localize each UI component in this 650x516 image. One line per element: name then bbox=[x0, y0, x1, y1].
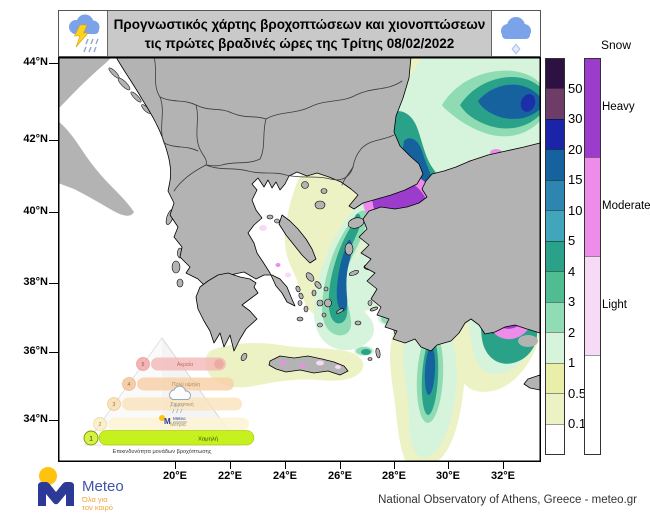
rain-legend-segment bbox=[546, 423, 564, 455]
lat-tick bbox=[49, 419, 58, 421]
rain-legend-segment bbox=[546, 271, 564, 302]
meteo-logo: Meteo Όλα για τον καιρό bbox=[38, 467, 124, 512]
svg-text:Όλα για: Όλα για bbox=[81, 495, 108, 504]
lon-tick bbox=[393, 462, 395, 469]
rain-legend-segment bbox=[546, 362, 564, 394]
svg-text:M: M bbox=[164, 417, 171, 426]
lon-tick-label: 20°E bbox=[163, 470, 187, 482]
lon-tick-label: 24°E bbox=[273, 470, 297, 482]
svg-text:Χαμηλή: Χαμηλή bbox=[198, 436, 218, 443]
risk-pyramid: 5 Ακραία 4 Πολύ υψηλή 3 Σημαντική 2 Μέτρ… bbox=[83, 337, 255, 455]
svg-text:5: 5 bbox=[142, 362, 145, 368]
snow-legend-segment bbox=[585, 355, 600, 454]
snow-legend-category: Light bbox=[602, 299, 627, 312]
rain-legend-value: 1 bbox=[568, 355, 576, 371]
pyramid-mini-logo: M Meteo bbox=[159, 415, 187, 426]
lat-tick bbox=[49, 282, 58, 284]
rain-legend-segment bbox=[546, 179, 564, 211]
snow-legend-category: Moderate bbox=[602, 199, 650, 212]
svg-text:1: 1 bbox=[89, 436, 93, 443]
lon-tick-label: 32°E bbox=[491, 470, 515, 482]
rain-legend-value: 30 bbox=[568, 111, 583, 127]
snow-legend-segment bbox=[585, 256, 600, 355]
lat-tick-label: 34°N bbox=[23, 413, 48, 425]
lat-tick bbox=[49, 351, 58, 353]
rain-legend-segment bbox=[546, 88, 564, 119]
lon-tick-label: 26°E bbox=[328, 470, 352, 482]
svg-text:Επικινδυνότητα μονάδων βροχόπτ: Επικινδυνότητα μονάδων βροχόπτωσης bbox=[113, 448, 212, 455]
rain-legend-value: 3 bbox=[568, 294, 576, 310]
snow-legend-colorbar bbox=[584, 58, 601, 455]
storm-cloud-icon bbox=[69, 14, 100, 53]
lat-tick-label: 38°N bbox=[23, 276, 48, 288]
rain-legend-value: 2 bbox=[568, 324, 576, 340]
snow-legend-segment bbox=[585, 59, 600, 157]
rain-legend-value: 5 bbox=[568, 233, 576, 249]
rain-legend-colorbar bbox=[545, 58, 565, 455]
snow-cloud-icon bbox=[501, 17, 531, 55]
rain-legend-segment bbox=[546, 301, 564, 333]
lat-tick-label: 40°N bbox=[23, 205, 48, 217]
attribution-text: National Observatory of Athens, Greece -… bbox=[378, 494, 637, 506]
rain-legend-segment bbox=[546, 149, 564, 180]
logo-sun-icon bbox=[39, 467, 57, 485]
map-frame bbox=[58, 57, 541, 462]
rain-legend-value: 4 bbox=[568, 263, 576, 279]
snow-legend-category: Heavy bbox=[602, 100, 635, 113]
rain-legend-value: 15 bbox=[568, 172, 583, 188]
map-title: Προγνωστικός χάρτης βροχοπτώσεων και χιο… bbox=[108, 11, 491, 56]
storm-icon-box bbox=[59, 11, 108, 56]
lon-tick bbox=[502, 462, 504, 469]
lon-tick-label: 30°E bbox=[436, 470, 460, 482]
lon-tick-label: 22°E bbox=[218, 470, 242, 482]
rain-legend-segment bbox=[546, 210, 564, 241]
lat-tick-label: 44°N bbox=[23, 56, 48, 68]
svg-text:Σημαντική: Σημαντική bbox=[170, 401, 193, 408]
svg-text:Πολύ υψηλή: Πολύ υψηλή bbox=[172, 381, 200, 388]
svg-text:Meteo: Meteo bbox=[173, 416, 186, 421]
svg-text:Ακραία: Ακραία bbox=[177, 362, 193, 368]
rain-legend-value: 10 bbox=[568, 202, 583, 218]
lon-tick bbox=[339, 462, 341, 469]
rain-cloud-glyph bbox=[169, 385, 191, 414]
lon-tick bbox=[174, 462, 176, 469]
snow-legend-segment bbox=[585, 157, 600, 256]
lat-tick-label: 42°N bbox=[23, 133, 48, 145]
rain-legend-value: 50 bbox=[568, 80, 583, 96]
rain-legend-segment bbox=[546, 118, 564, 150]
map-canvas: 5 Ακραία 4 Πολύ υψηλή 3 Σημαντική 2 Μέτρ… bbox=[58, 57, 541, 462]
coastline-layer bbox=[115, 57, 541, 391]
lat-tick bbox=[49, 62, 58, 64]
rain-legend-segment bbox=[546, 240, 564, 272]
svg-text:2: 2 bbox=[99, 422, 102, 428]
svg-text:4: 4 bbox=[128, 382, 131, 388]
rain-legend-segment bbox=[546, 393, 564, 424]
rain-legend-segment bbox=[546, 332, 564, 363]
svg-text:3: 3 bbox=[113, 402, 116, 408]
land-croatia bbox=[58, 57, 112, 109]
snow-icon-box bbox=[491, 11, 540, 56]
svg-text:τον καιρό: τον καιρό bbox=[82, 503, 113, 512]
lat-tick bbox=[49, 211, 58, 213]
logo-m-mark bbox=[38, 482, 74, 506]
rain-legend-value: 0.1 bbox=[568, 416, 587, 432]
lon-tick-label: 28°E bbox=[382, 470, 406, 482]
rain-legend-value: 0.5 bbox=[568, 385, 587, 401]
title-line-2: τις πρώτες βραδινές ώρες της Τρίτης 08/0… bbox=[144, 35, 455, 51]
dalmatian-islands bbox=[108, 67, 151, 114]
logo-wordmark: Meteo bbox=[82, 478, 124, 495]
land-italy-heel bbox=[58, 121, 134, 216]
lon-tick bbox=[284, 462, 286, 469]
lat-tick-label: 36°N bbox=[23, 345, 48, 357]
country-borders bbox=[153, 57, 403, 192]
rain-legend-value: 20 bbox=[568, 141, 583, 157]
lon-tick bbox=[447, 462, 449, 469]
title-bar: Προγνωστικός χάρτης βροχοπτώσεων και χιο… bbox=[58, 10, 541, 57]
snow-legend-title: Snow bbox=[601, 38, 632, 52]
title-line-1: Προγνωστικός χάρτης βροχοπτώσεων και χιο… bbox=[113, 16, 486, 32]
rain-legend-segment bbox=[546, 59, 564, 89]
lat-tick bbox=[49, 139, 58, 141]
lon-tick bbox=[229, 462, 231, 469]
